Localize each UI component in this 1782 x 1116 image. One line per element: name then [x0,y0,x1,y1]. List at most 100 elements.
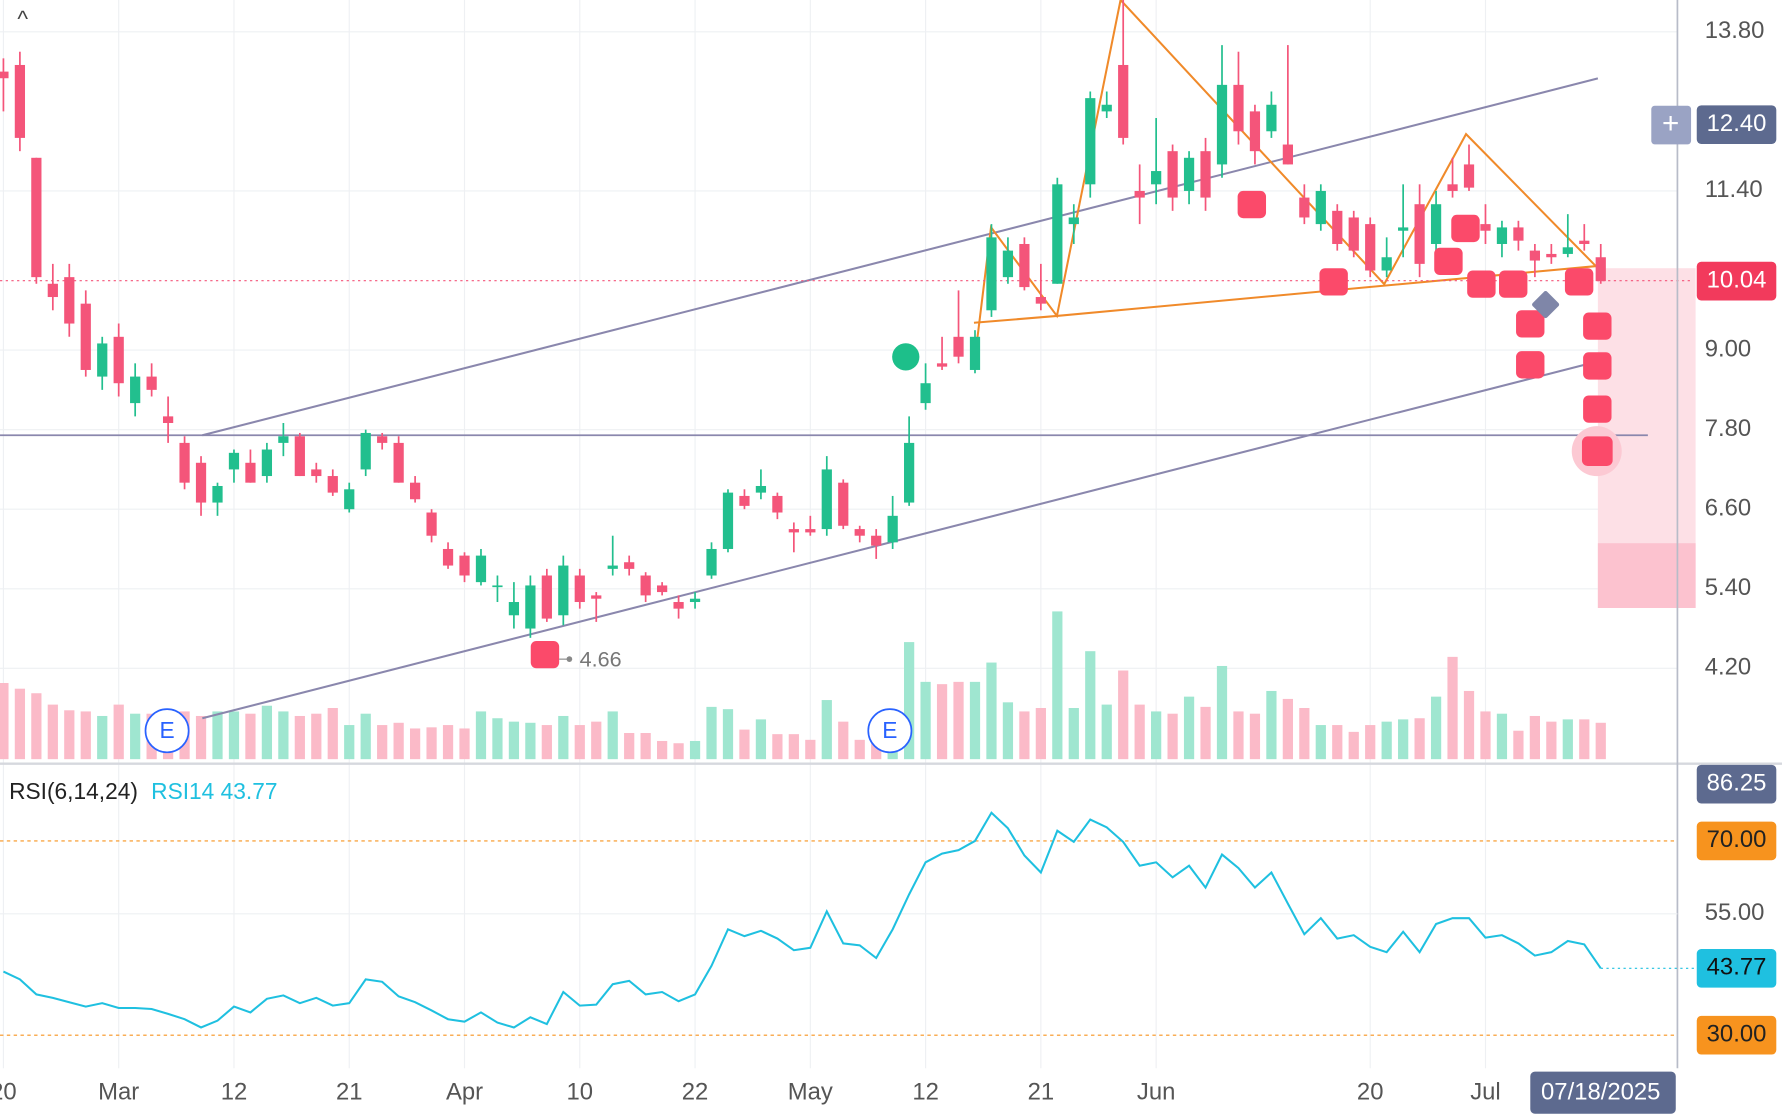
candle-body [245,462,256,483]
zigzag [972,0,1599,367]
volume-bar [459,728,470,760]
volume-bar [245,713,256,760]
candle-body [1101,104,1112,112]
candle-body [1463,164,1475,188]
volume-bar [14,688,26,760]
candle-body [1595,257,1606,282]
rsi-max-label-box [1696,764,1777,804]
signal-marker [1499,270,1528,298]
candle-body [772,495,783,513]
volume-bar [1282,698,1293,760]
signal-marker [530,640,560,669]
x-tick-label: 12 [221,1079,248,1106]
candle-body [986,237,997,311]
volume-bar [1562,719,1573,760]
low-label: 4.66 [580,646,622,671]
volume-bar [1365,725,1376,760]
candle-body [936,363,948,367]
candle-body [475,555,487,583]
candle-body [508,602,520,616]
volume-bar [722,709,734,760]
x-tick-label: 21 [336,1079,363,1106]
rsi-tick-label: 55.00 [1705,899,1765,926]
last-price-box [1696,261,1777,301]
collapse-caret[interactable]: ^ [17,5,28,31]
candle-body [426,512,437,536]
x-tick-label: 10 [567,1079,594,1106]
x-tick-label: Jul [1470,1079,1500,1106]
candle-body [805,529,816,533]
candle-body [574,575,585,603]
volume-bar [624,733,635,760]
add-button[interactable] [1651,105,1692,145]
candle-body [558,565,569,616]
candle-body [1430,204,1442,244]
volume-bar [1381,721,1392,760]
volume-bar [854,739,865,760]
candle-body [146,376,157,390]
candle-body [854,529,865,536]
candle-body [821,469,832,530]
candle-body [640,575,651,596]
signal-marker [1564,268,1594,296]
volume-bar [689,740,701,760]
candle-body [838,482,849,526]
volume-bar [904,642,915,760]
earnings: E E [144,708,913,754]
volume-bar [1233,711,1244,760]
volume-bar [673,743,684,760]
candle-body [492,585,503,588]
volume-bar [294,715,305,760]
volume-bar [311,713,322,760]
y-tick-label: 9.00 [1705,335,1751,362]
candle-body [1151,171,1162,185]
signal-marker [1516,310,1545,338]
volume-bar [936,684,948,760]
candle-body [657,585,668,593]
volume-bar [1002,702,1014,760]
neckline [973,264,1598,324]
candle-body [1068,217,1079,225]
rsi-legend-value: RSI14 43.77 [151,778,277,804]
earnings-marker[interactable] [144,708,190,754]
volume-bar [541,725,552,760]
volume-bar [1546,721,1557,760]
candle-body [294,436,305,477]
earnings-marker[interactable] [867,708,913,754]
buy-marker [892,343,920,371]
volume-bar [261,705,273,760]
volume-bar [1315,725,1326,760]
volume-bar [607,711,618,760]
candle-body [1002,250,1014,278]
candle-body [278,436,289,443]
candle-body [1019,243,1030,288]
volume-bar [80,711,91,760]
volume-bar [739,729,750,760]
volume-bar [97,715,108,760]
candle-body [377,436,388,443]
signal-marker [1583,352,1612,380]
volume-bar [1118,670,1129,760]
volume-bar [327,708,338,760]
volume-bar [377,725,388,760]
rsi-legend-title: RSI(6,14,24) [9,778,138,804]
volume-bar [1348,731,1359,760]
volume-bar [492,718,503,760]
volume-bar [1529,715,1540,760]
volume-bar [1266,690,1277,760]
volume-bar [1480,711,1491,760]
candle-body [1216,84,1228,165]
earnings-label: E [159,717,174,743]
candle-body [1365,224,1376,271]
rsi-last-label-box [1696,949,1777,988]
volume-bar [360,713,371,760]
volume-bar [1216,665,1228,760]
low-dot [566,656,573,662]
candle-body [1299,197,1310,218]
crosshair-price-box [1696,105,1777,144]
candle-body [344,489,355,510]
candle-body [130,376,141,404]
rsi-line [2,811,1602,1029]
volume-bar [1332,725,1343,760]
